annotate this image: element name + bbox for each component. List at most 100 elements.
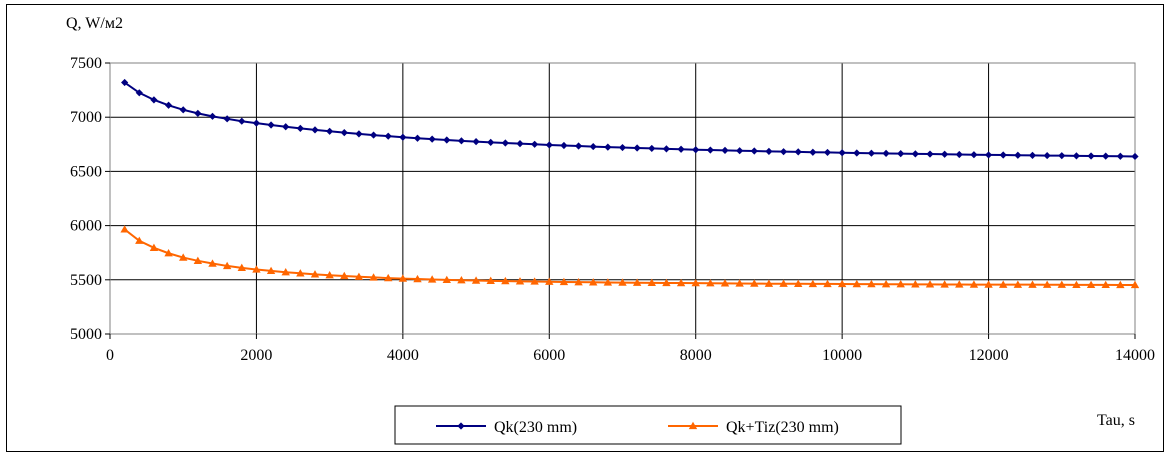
data-point — [515, 277, 525, 285]
data-point — [1130, 280, 1140, 289]
data-point — [999, 280, 1008, 288]
legend-swatch-marker — [688, 421, 698, 430]
data-point — [355, 130, 363, 138]
data-point — [282, 123, 290, 131]
data-point — [340, 271, 349, 280]
y-axis-ticks: 5000 5500 6000 6500 7000 7500 — [70, 55, 110, 343]
legend-item-2: Qk+Tiz(230 mm) — [668, 419, 839, 436]
data-point — [721, 146, 729, 154]
x-tick-label: 10000 — [822, 347, 862, 364]
data-point — [926, 150, 934, 158]
data-point — [618, 278, 627, 286]
data-point — [193, 256, 203, 264]
data-point — [765, 147, 773, 155]
legend-label: Qk+Tiz(230 mm) — [726, 419, 839, 436]
data-point — [604, 143, 612, 151]
series-line — [124, 228, 1135, 287]
data-point — [984, 280, 993, 288]
data-point — [1028, 280, 1037, 288]
data-point — [530, 277, 539, 285]
data-point — [823, 148, 832, 157]
chart-frame — [6, 4, 1164, 452]
data-point — [911, 150, 919, 158]
data-point — [589, 142, 597, 151]
data-point — [399, 133, 407, 141]
data-point — [223, 115, 231, 123]
data-point — [706, 146, 714, 154]
x-tick-label: 4000 — [387, 347, 419, 364]
data-point — [1086, 280, 1096, 289]
data-point — [794, 148, 802, 156]
data-point — [1014, 151, 1022, 159]
plot-area — [109, 62, 1136, 335]
series-1 — [121, 78, 1139, 161]
data-point — [1087, 152, 1095, 160]
data-point — [310, 270, 320, 278]
data-point — [487, 138, 495, 146]
data-point — [955, 150, 963, 159]
data-point — [823, 279, 832, 288]
data-point — [311, 126, 319, 134]
data-point — [369, 273, 378, 281]
data-point — [969, 280, 979, 288]
data-point — [238, 117, 246, 125]
data-point — [925, 280, 935, 288]
data-point — [676, 278, 686, 287]
data-point — [632, 278, 642, 286]
x-tick-label: 8000 — [680, 347, 712, 364]
data-point — [545, 141, 553, 149]
data-point — [618, 143, 627, 152]
data-point — [940, 280, 949, 288]
data-point — [911, 280, 920, 288]
data-point — [603, 278, 613, 286]
data-point — [208, 259, 217, 267]
data-point — [428, 135, 436, 143]
data-point — [325, 271, 334, 279]
data-point — [208, 112, 217, 120]
data-point — [121, 78, 129, 87]
x-tick-label: 0 — [106, 347, 114, 364]
data-point — [267, 121, 275, 129]
data-point — [179, 106, 187, 114]
data-point — [896, 280, 905, 288]
x-tick-label: 2000 — [240, 347, 272, 364]
data-point — [999, 151, 1007, 159]
data-point — [838, 149, 846, 157]
grid-lines — [110, 63, 1135, 334]
data-point — [384, 273, 393, 282]
data-point — [413, 134, 422, 142]
data-point — [867, 279, 876, 288]
data-point — [692, 146, 700, 154]
data-point — [809, 148, 817, 156]
data-point — [135, 236, 144, 244]
data-point — [735, 279, 744, 287]
data-point — [326, 127, 334, 135]
data-point — [486, 276, 495, 285]
data-point — [237, 263, 246, 272]
data-point — [398, 274, 408, 282]
data-point — [1028, 151, 1037, 159]
y-tick-label: 6500 — [70, 163, 102, 180]
data-point — [164, 101, 173, 109]
data-point — [457, 137, 466, 145]
data-point — [808, 279, 818, 288]
y-tick-label: 6000 — [70, 218, 102, 235]
data-point — [427, 275, 437, 283]
legend-swatch-marker — [457, 422, 465, 430]
data-point — [852, 279, 861, 288]
data-point — [369, 131, 378, 139]
data-point — [442, 275, 451, 284]
data-point — [384, 132, 392, 140]
data-point — [354, 272, 364, 280]
data-point — [531, 140, 539, 148]
data-point — [149, 243, 159, 251]
data-point — [897, 150, 905, 158]
series-2 — [120, 225, 1140, 289]
data-point — [120, 225, 129, 233]
data-point — [1042, 280, 1052, 288]
series-line — [124, 81, 1136, 158]
data-point — [984, 151, 993, 159]
data-point — [1131, 152, 1139, 161]
data-point — [135, 89, 143, 97]
